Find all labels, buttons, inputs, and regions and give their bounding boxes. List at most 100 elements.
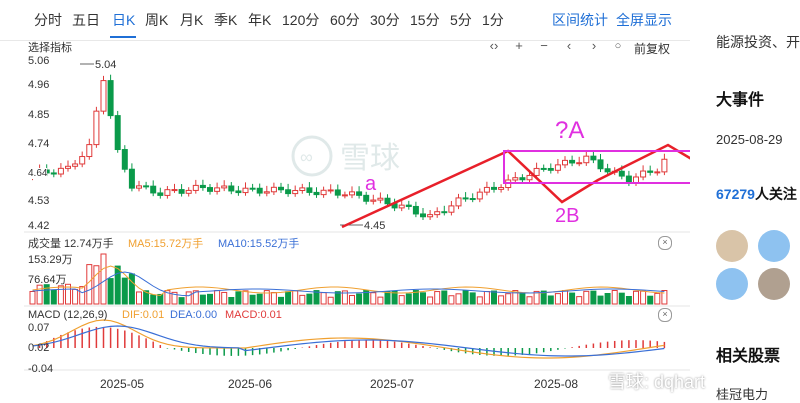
candle bbox=[264, 192, 269, 193]
candle bbox=[378, 198, 383, 200]
volume-bar bbox=[200, 295, 205, 304]
candle bbox=[80, 157, 85, 164]
candle bbox=[208, 188, 213, 192]
volume-bar bbox=[492, 291, 497, 304]
svg-text:∞: ∞ bbox=[300, 147, 313, 167]
candle bbox=[165, 190, 170, 196]
candle bbox=[399, 205, 404, 208]
macd-value: MACD:0.01 bbox=[225, 309, 282, 321]
followers-count: 67279 bbox=[716, 186, 755, 202]
volume-ma5: MA5:15.72万手 bbox=[128, 235, 203, 251]
volume-bar bbox=[655, 293, 660, 304]
right-sidebar: 能源投资、开 大事件 2025-08-29 67279人关注 相关股票 桂冠电力 bbox=[700, 0, 800, 402]
volume-bar bbox=[151, 295, 156, 304]
close-volume-panel-icon[interactable]: × bbox=[658, 236, 672, 250]
candle bbox=[648, 171, 653, 172]
candle bbox=[271, 187, 276, 191]
candle bbox=[598, 160, 603, 169]
volume-bars bbox=[30, 254, 667, 304]
related-stock-item[interactable]: 桂冠电力 bbox=[716, 384, 768, 403]
candle bbox=[335, 190, 340, 195]
candle bbox=[328, 190, 333, 191]
volume-bar bbox=[350, 295, 355, 304]
candle bbox=[385, 198, 390, 203]
candle bbox=[413, 206, 418, 213]
zoom-out-button[interactable]: − bbox=[536, 38, 552, 54]
volume-axis-max: 153.29万 bbox=[28, 251, 73, 267]
reset-icon[interactable]: ○ bbox=[610, 38, 626, 54]
candle bbox=[641, 171, 646, 177]
volume-bar bbox=[385, 292, 390, 304]
candle bbox=[293, 190, 298, 193]
close-macd-panel-icon[interactable]: × bbox=[658, 308, 672, 322]
volume-bar bbox=[577, 297, 582, 304]
candle bbox=[137, 186, 142, 188]
avatar[interactable] bbox=[716, 230, 748, 262]
volume-bar bbox=[300, 295, 305, 304]
volume-bar bbox=[428, 297, 433, 304]
candle bbox=[634, 177, 639, 183]
candle bbox=[172, 190, 177, 191]
volume-bar bbox=[222, 292, 227, 304]
price-tick: 4.42 bbox=[28, 220, 49, 232]
candle bbox=[307, 188, 312, 193]
avatar[interactable] bbox=[758, 268, 790, 300]
date-tick: 2025-08 bbox=[534, 377, 578, 391]
candle bbox=[186, 190, 191, 193]
pan-left-button[interactable]: ‹› bbox=[486, 38, 502, 54]
candle bbox=[129, 169, 134, 188]
followers[interactable]: 67279人关注 bbox=[716, 184, 797, 204]
move-right-button[interactable]: › bbox=[586, 38, 602, 54]
volume-bar bbox=[137, 292, 142, 304]
volume-bar bbox=[634, 291, 639, 304]
candle bbox=[655, 172, 660, 173]
candle bbox=[350, 192, 355, 195]
avatar[interactable] bbox=[758, 230, 790, 262]
current-price-tick: 4.64 bbox=[28, 168, 47, 179]
candle bbox=[222, 186, 227, 188]
volume-bar bbox=[80, 287, 85, 304]
kline-chart[interactable]: 5.04 4.45 a ?A 2B b ∞ 雪球 bbox=[0, 0, 690, 402]
volume-bar bbox=[51, 290, 56, 304]
annotation-a: a bbox=[365, 173, 377, 195]
candle bbox=[236, 191, 241, 193]
candle bbox=[527, 175, 532, 179]
volume-bar bbox=[271, 293, 276, 304]
svg-text:雪球: 雪球 bbox=[340, 142, 400, 175]
adjust-mode-button[interactable]: 前复权 bbox=[634, 40, 670, 57]
candle bbox=[555, 165, 560, 170]
volume-bar bbox=[435, 292, 440, 304]
macd-title: MACD (12,26,9) bbox=[28, 309, 107, 321]
candle bbox=[605, 169, 610, 172]
candle bbox=[626, 176, 631, 183]
volume-bar bbox=[236, 292, 241, 304]
avatar[interactable] bbox=[716, 268, 748, 300]
zoom-in-button[interactable]: + bbox=[511, 38, 527, 54]
date-tick: 2025-06 bbox=[228, 377, 272, 391]
candle bbox=[58, 168, 63, 174]
volume-bar bbox=[406, 294, 411, 304]
volume-bar bbox=[456, 294, 461, 304]
annotation-question-a: ?A bbox=[555, 117, 584, 144]
candle bbox=[513, 178, 518, 180]
business-scope: 能源投资、开 bbox=[716, 32, 800, 52]
volume-bar bbox=[293, 291, 298, 304]
candle bbox=[477, 192, 482, 199]
event-date[interactable]: 2025-08-29 bbox=[716, 132, 783, 147]
volume-axis-mid: 76.64万 bbox=[28, 271, 67, 287]
volume-bar bbox=[30, 292, 35, 305]
move-left-button[interactable]: ‹ bbox=[561, 38, 577, 54]
candle bbox=[179, 190, 184, 194]
candle bbox=[101, 81, 106, 112]
volume-bar bbox=[257, 294, 262, 304]
candle bbox=[243, 188, 248, 192]
volume-bar bbox=[641, 291, 646, 304]
candle bbox=[122, 150, 127, 170]
volume-bar bbox=[555, 294, 560, 304]
volume-bar bbox=[328, 297, 333, 304]
candle bbox=[492, 187, 497, 189]
volume-bar bbox=[591, 291, 596, 304]
volume-bar bbox=[108, 279, 113, 304]
volume-bar bbox=[470, 293, 475, 304]
indicator-selector[interactable]: 选择指标 bbox=[28, 39, 72, 55]
